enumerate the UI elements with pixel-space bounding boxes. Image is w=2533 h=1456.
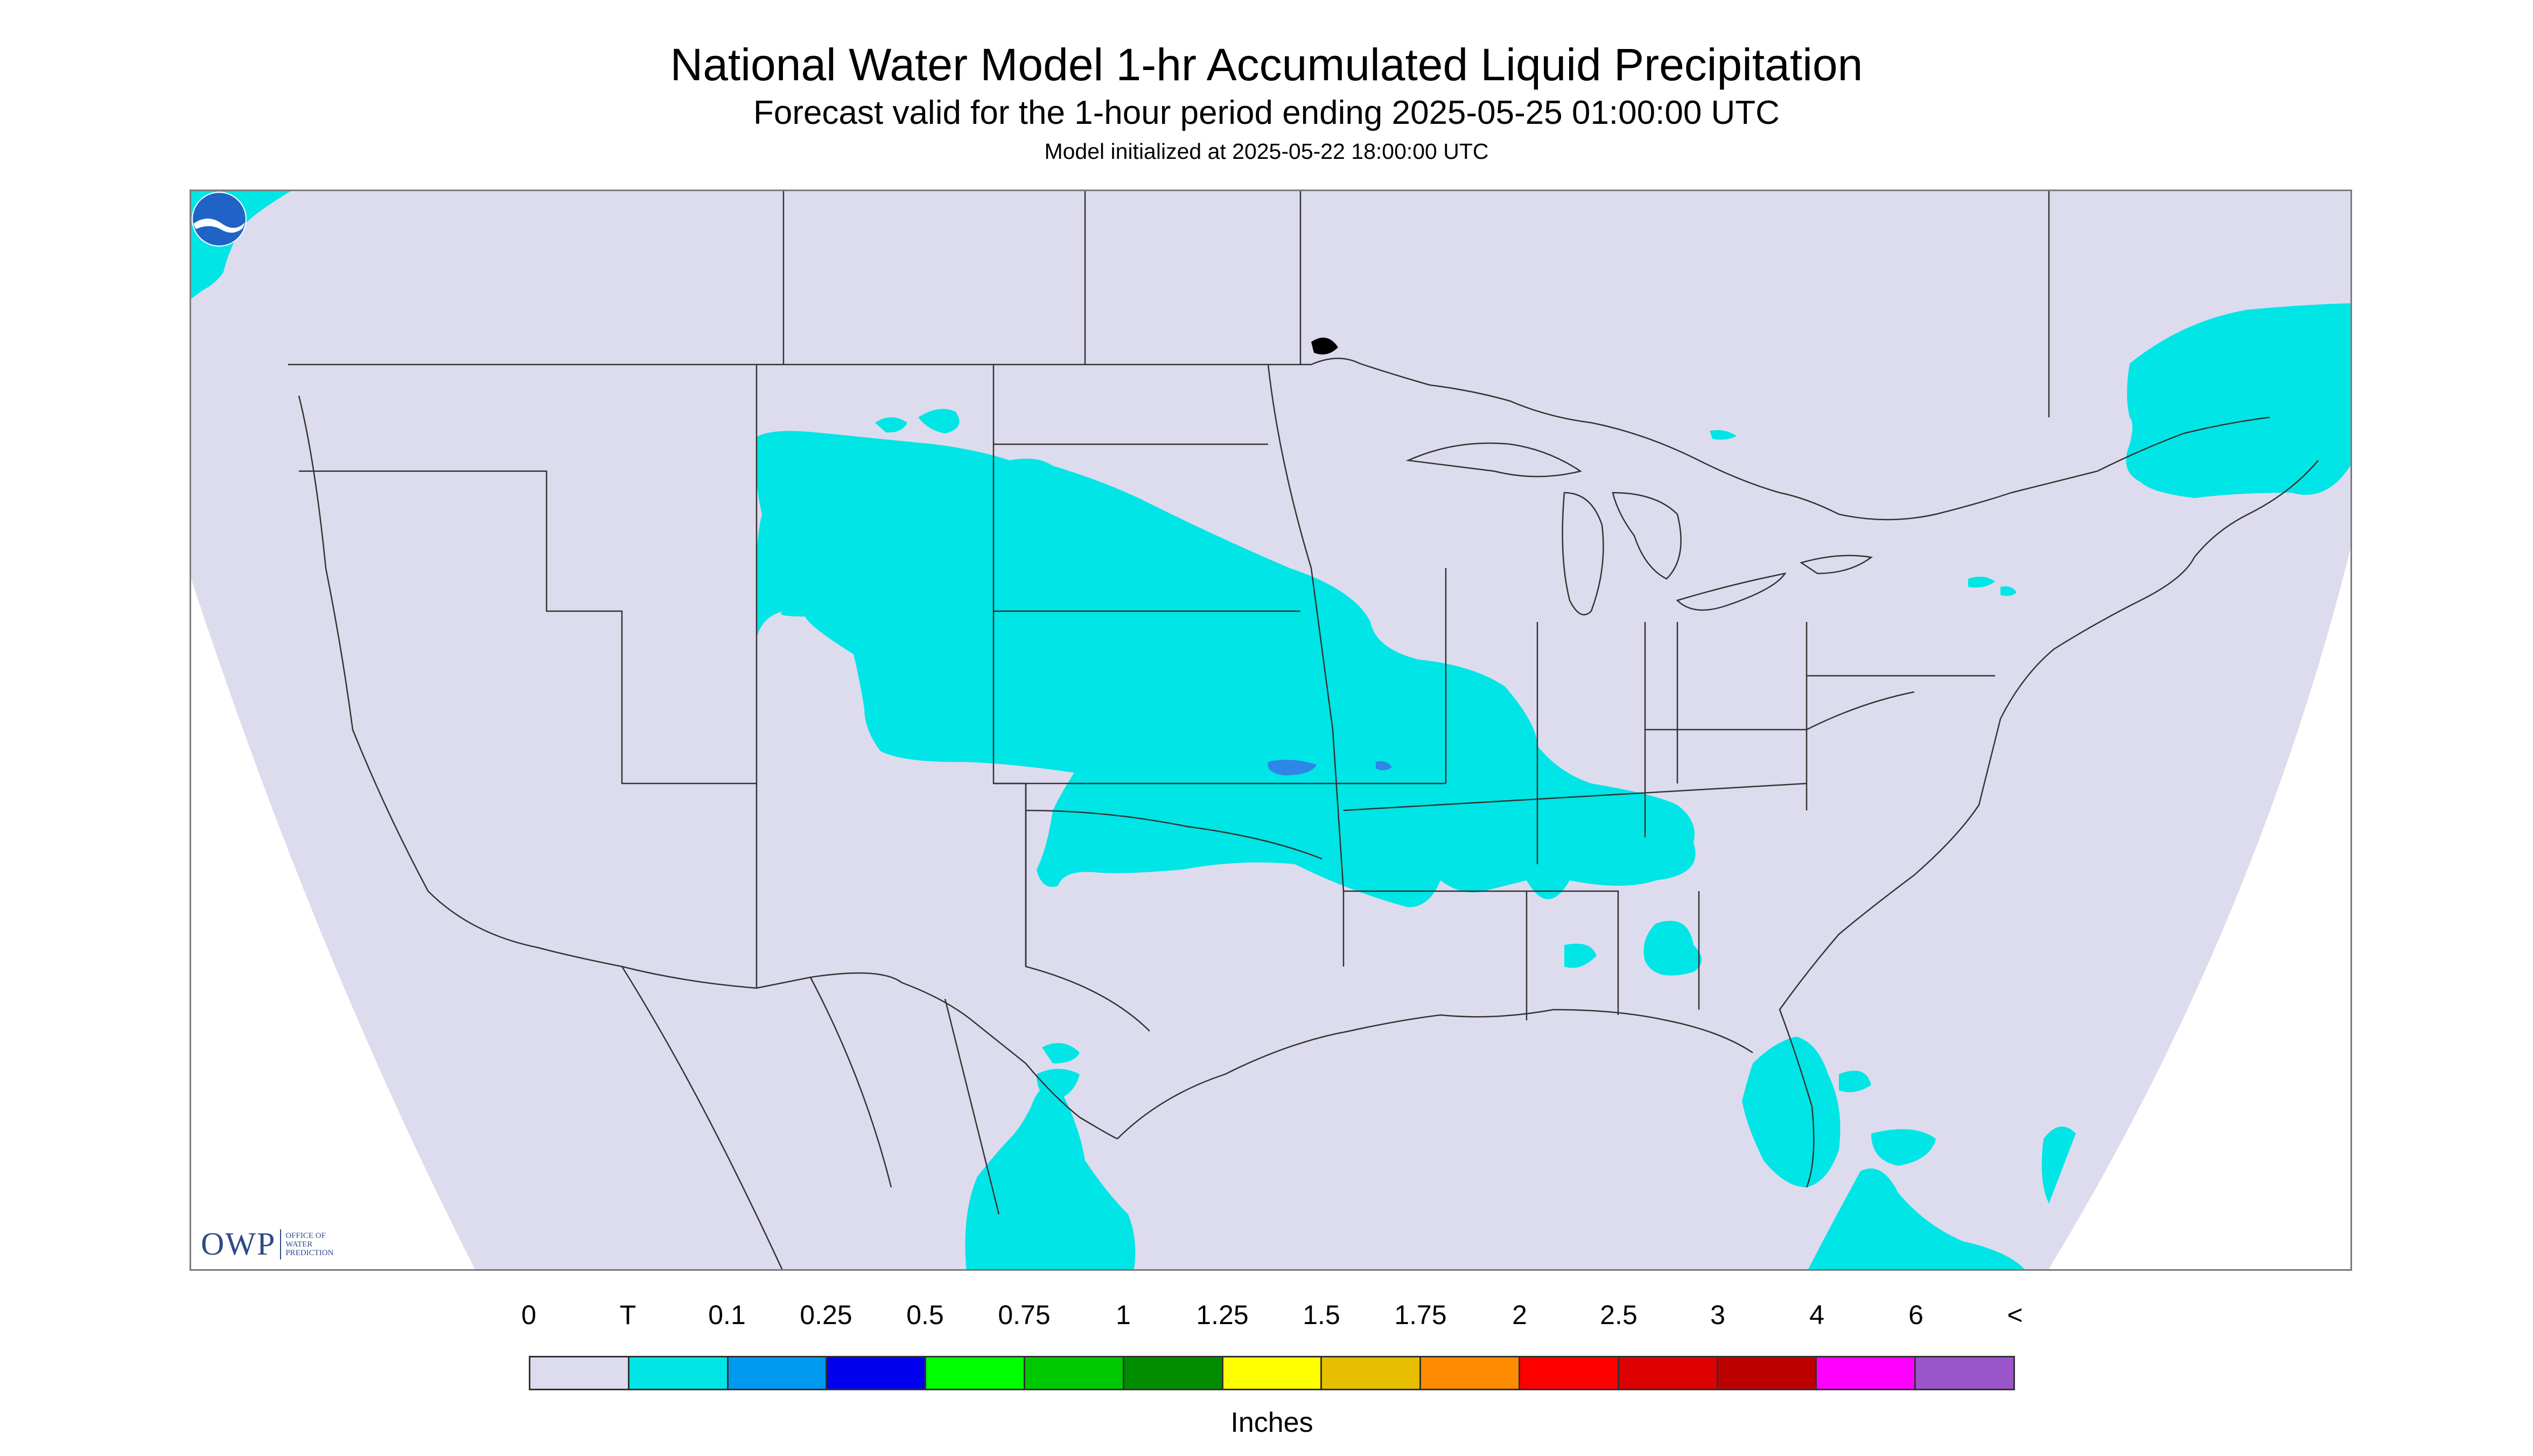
legend-tick-label: 2 bbox=[1512, 1300, 1527, 1330]
lake-superior bbox=[1405, 442, 1583, 478]
precip-area-georgia bbox=[1643, 921, 1702, 976]
model-init-text: Model initialized at 2025-05-22 18:00:00… bbox=[1044, 139, 1489, 164]
us-coastline-east bbox=[1779, 460, 2319, 1188]
state-line-west bbox=[299, 470, 757, 785]
owp-logo: OWP Office of Water Prediction bbox=[201, 1226, 334, 1263]
legend-tick-label: 3 bbox=[1710, 1300, 1725, 1330]
legend-color-bar bbox=[529, 1356, 2015, 1390]
precip-area-plains-north bbox=[875, 417, 907, 433]
legend-tick-label: 4 bbox=[1809, 1300, 1824, 1330]
legend-tick-label: 2.5 bbox=[1600, 1300, 1638, 1330]
legend-tick-label: 0.25 bbox=[800, 1300, 852, 1330]
lake-winnipeg bbox=[1311, 338, 1338, 355]
legend-tick-label: 0.1 bbox=[708, 1300, 746, 1330]
legend-swatch bbox=[530, 1357, 629, 1389]
precip-area-florida-east bbox=[1839, 1070, 1871, 1093]
legend-tick-label: 1.25 bbox=[1196, 1300, 1249, 1330]
precip-area-missouri bbox=[1376, 761, 1392, 771]
legend-swatch bbox=[629, 1357, 729, 1389]
precip-area-pennsylvania bbox=[1968, 577, 1995, 588]
precipitation-map bbox=[191, 191, 2350, 1269]
legend-tick-label: 1.5 bbox=[1303, 1300, 1340, 1330]
owp-logo-mark: OWP bbox=[201, 1226, 276, 1262]
precip-area-florida bbox=[1742, 1037, 1841, 1187]
legend-tick-label: T bbox=[619, 1300, 636, 1330]
legend-swatch bbox=[1421, 1357, 1520, 1389]
owp-logo-line-3: Prediction bbox=[285, 1248, 334, 1257]
legend-swatch bbox=[926, 1357, 1025, 1389]
owp-logo-divider bbox=[280, 1229, 282, 1259]
map-title: National Water Model 1-hr Accumulated Li… bbox=[670, 39, 1863, 90]
legend-swatch bbox=[1520, 1357, 1619, 1389]
lake-ontario bbox=[1800, 555, 1873, 575]
legend-tick-label: 0.75 bbox=[998, 1300, 1051, 1330]
lake-michigan bbox=[1562, 492, 1604, 615]
precip-area-mexico bbox=[965, 1087, 1136, 1269]
precip-area-plains bbox=[757, 431, 1696, 907]
legend-swatch bbox=[1322, 1357, 1422, 1389]
legend-tick-label: 0 bbox=[521, 1300, 536, 1330]
legend-tick-label: < bbox=[2007, 1300, 2023, 1330]
us-coastline-gulf bbox=[1117, 1009, 1753, 1139]
precip-area-atlantic bbox=[2041, 1126, 2076, 1203]
precip-area-alabama bbox=[1564, 943, 1597, 968]
legend-swatch bbox=[1817, 1357, 1916, 1389]
owp-logo-line-1: Office of bbox=[285, 1231, 326, 1240]
state-line-midwest bbox=[1445, 568, 1678, 864]
legend-swatch bbox=[1619, 1357, 1718, 1389]
lake-huron bbox=[1612, 492, 1682, 580]
great-lakes bbox=[1405, 442, 1873, 615]
legend-tick-label: 1.75 bbox=[1394, 1300, 1447, 1330]
legend-swatch bbox=[827, 1357, 927, 1389]
legend-tick-label: 0.5 bbox=[906, 1300, 944, 1330]
lake-erie bbox=[1676, 572, 1787, 611]
state-line-texas bbox=[1025, 783, 1323, 1032]
map-panel: OWP Office of Water Prediction bbox=[190, 190, 2352, 1271]
owp-logo-line-2: Water bbox=[285, 1240, 313, 1249]
legend-tick-label: 6 bbox=[1908, 1300, 1923, 1330]
boundary-lines bbox=[288, 191, 2319, 1269]
state-line-south bbox=[1343, 782, 1807, 1020]
us-mexico-border bbox=[538, 947, 1118, 1140]
us-coastline-west bbox=[298, 395, 539, 949]
precip-area-bahamas bbox=[1871, 1129, 1936, 1166]
legend-swatch bbox=[728, 1357, 828, 1389]
map-subtitle: Forecast valid for the 1-hour period end… bbox=[753, 94, 1780, 131]
precip-area-great-lakes bbox=[1710, 430, 1737, 440]
precip-area-yucatan-west bbox=[1037, 1069, 1080, 1101]
precip-area-dakota-north bbox=[918, 409, 960, 433]
legend-unit-label: Inches bbox=[1230, 1407, 1313, 1438]
state-line-plains bbox=[993, 443, 1446, 967]
precip-area-cuba bbox=[1808, 1168, 2025, 1269]
precip-area-virginia bbox=[2000, 586, 2017, 596]
legend-swatch bbox=[1025, 1357, 1124, 1389]
precip-area-northeast bbox=[2126, 303, 2350, 498]
precip-trace-areas bbox=[191, 191, 2350, 1269]
noaa-logo-icon bbox=[192, 192, 247, 247]
state-line-east bbox=[1645, 622, 1995, 810]
precip-area-kansas bbox=[1268, 760, 1317, 775]
legend-swatch bbox=[1124, 1357, 1223, 1389]
canada-province-lines bbox=[782, 191, 2050, 417]
owp-logo-text: Office of Water Prediction bbox=[285, 1231, 333, 1257]
legend-labels: 0 T 0.1 0.25 0.5 0.75 1 1.25 1.5 1.75 2 2.5 3 4 6 < bbox=[521, 1299, 2023, 1336]
us-canada-border bbox=[288, 358, 2270, 521]
legend-swatch bbox=[1916, 1357, 2013, 1389]
precip-area-mexico-north bbox=[1042, 1043, 1080, 1063]
precip-light-areas bbox=[1268, 760, 1392, 775]
legend-swatch bbox=[1223, 1357, 1323, 1389]
legend-swatch bbox=[1718, 1357, 1817, 1389]
precipitation-legend: 0 T 0.1 0.25 0.5 0.75 1 1.25 1.5 1.75 2 2.5 3 4 6 < Inc… bbox=[521, 1299, 2023, 1439]
mexico-state-lines bbox=[621, 966, 1000, 1269]
state-line-central bbox=[1267, 364, 1345, 967]
legend-tick-label: 1 bbox=[1116, 1300, 1131, 1330]
